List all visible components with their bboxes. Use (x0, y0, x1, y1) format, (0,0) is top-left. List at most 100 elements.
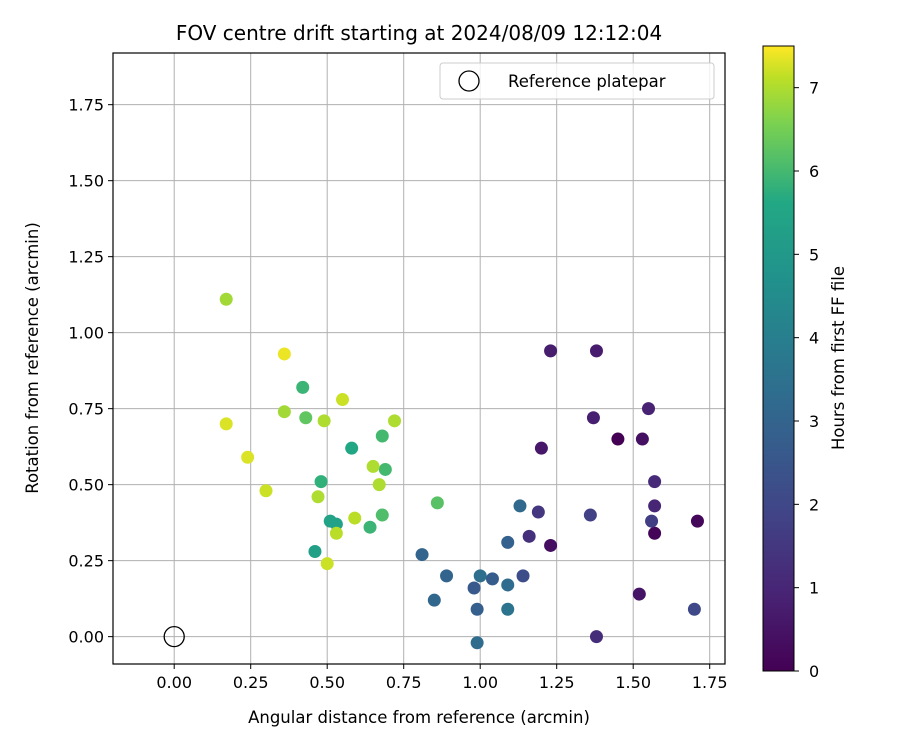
data-point (635, 432, 649, 446)
data-point (534, 441, 548, 455)
data-point (645, 514, 659, 528)
data-point (470, 602, 484, 616)
colorbar: 0 1 2 3 4 5 6 7 Hours from first FF file (762, 45, 848, 681)
data-point (589, 630, 603, 644)
data-point (586, 411, 600, 425)
data-point (329, 517, 343, 531)
data-point (501, 535, 515, 549)
data-point (277, 405, 291, 419)
data-point (544, 538, 558, 552)
colorbar-bar (762, 45, 795, 672)
x-axis-label: Angular distance from reference (arcmin) (248, 708, 590, 727)
data-point (531, 505, 545, 519)
data-point (687, 602, 701, 616)
data-point (375, 429, 389, 443)
plot-frame (112, 52, 726, 665)
data-point (378, 462, 392, 476)
legend-box (439, 62, 715, 100)
data-point (219, 417, 233, 431)
x-ticks: 0.00 0.25 0.50 0.75 1.00 1.25 1.50 1.75 (156, 664, 728, 692)
data-point (485, 572, 499, 586)
data-point (345, 441, 359, 455)
y-axis-label: Rotation from reference (arcmin) (23, 222, 42, 494)
x-tick-label: 1.00 (462, 673, 498, 692)
data-point (632, 587, 646, 601)
data-point (308, 545, 322, 559)
y-ticks: 0.00 0.25 0.50 0.75 1.00 1.25 1.50 1.75 (68, 96, 113, 647)
data-point (611, 432, 625, 446)
data-point (259, 484, 273, 498)
chart-title: FOV centre drift starting at 2024/08/09 … (176, 21, 662, 45)
data-point (317, 414, 331, 428)
data-point (219, 292, 233, 306)
y-tick-label: 1.25 (68, 248, 104, 267)
data-points (219, 292, 725, 650)
legend-label-reference: Reference platepar (508, 72, 666, 91)
data-point (296, 380, 310, 394)
data-point (363, 520, 377, 534)
data-point (544, 344, 558, 358)
data-point (348, 511, 362, 525)
y-tick-label: 0.75 (68, 400, 104, 419)
x-tick-label: 0.75 (386, 673, 422, 692)
y-tick-label: 1.75 (68, 96, 104, 115)
data-point (501, 602, 515, 616)
data-point (690, 514, 704, 528)
data-point (516, 569, 530, 583)
data-point (299, 411, 313, 425)
data-point (241, 450, 255, 464)
data-point (642, 402, 655, 416)
data-point (329, 526, 343, 540)
x-tick-label: 1.25 (539, 673, 575, 692)
data-point (589, 344, 603, 358)
data-point (320, 557, 334, 571)
y-tick-label: 0.25 (68, 552, 104, 571)
y-tick-label: 1.50 (68, 172, 104, 191)
grid-lines (113, 53, 725, 664)
data-point (311, 490, 325, 504)
data-point (440, 569, 454, 583)
colorbar-label: Hours from first FF file (829, 266, 848, 450)
reference-marker (163, 625, 185, 648)
colorbar-tick-label: 2 (809, 495, 819, 514)
data-point (467, 581, 481, 595)
y-tick-label: 0.00 (68, 628, 104, 647)
x-tick-label: 0.25 (233, 673, 269, 692)
x-tick-label: 1.75 (692, 673, 728, 692)
data-point (427, 593, 441, 607)
legend-marker-reference (458, 70, 480, 92)
x-tick-label: 0.00 (156, 673, 192, 692)
colorbar-tick-label: 3 (809, 412, 819, 431)
data-point (372, 478, 386, 492)
y-tick-label: 1.00 (68, 324, 104, 343)
data-point (415, 548, 429, 562)
colorbar-tick-label: 1 (809, 579, 819, 598)
colorbar-tick-label: 4 (809, 329, 819, 348)
colorbar-ticks: 0 1 2 3 4 5 6 7 (794, 79, 819, 681)
data-point (470, 636, 484, 650)
data-point (648, 526, 662, 540)
data-point (724, 570, 725, 575)
data-point (473, 569, 487, 583)
data-point (583, 508, 597, 522)
data-point (648, 475, 662, 489)
data-point (277, 347, 291, 361)
data-point (366, 459, 380, 473)
data-point (522, 529, 536, 543)
colorbar-tick-label: 0 (809, 662, 819, 681)
colorbar-tick-label: 7 (809, 79, 819, 98)
data-point (430, 496, 444, 510)
data-point (388, 414, 402, 428)
x-tick-label: 1.50 (615, 673, 651, 692)
reference-layer (163, 625, 185, 648)
data-point (375, 508, 389, 522)
legend: Reference platepar (439, 62, 715, 100)
y-tick-label: 0.50 (68, 476, 104, 495)
colorbar-tick-label: 5 (809, 245, 819, 264)
data-point (336, 393, 349, 407)
data-point (648, 499, 662, 513)
data-point (513, 499, 527, 513)
x-tick-label: 0.50 (309, 673, 345, 692)
data-point (314, 475, 328, 489)
